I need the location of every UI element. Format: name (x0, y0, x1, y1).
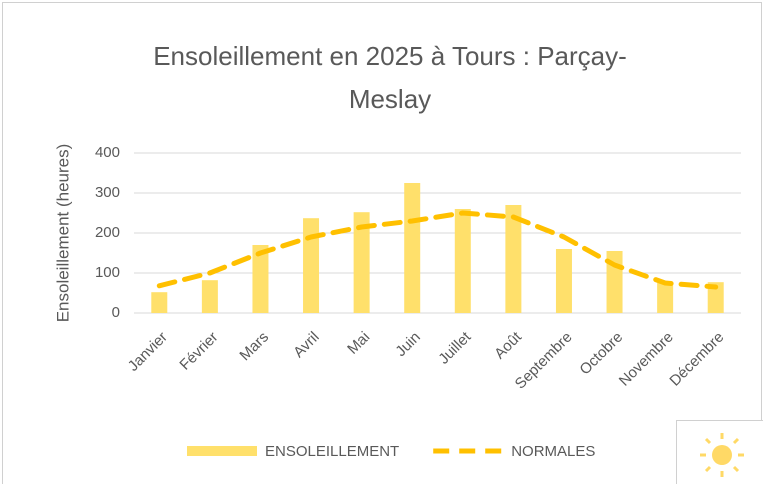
bar (657, 283, 674, 313)
chart-title: Meslay (349, 84, 431, 114)
line (156, 210, 719, 290)
chart-title: Ensoleillement en 2025 à Tours : Parçay- (153, 41, 627, 71)
sun-rays (700, 433, 744, 477)
bar (151, 292, 168, 313)
legend-swatch (187, 446, 257, 456)
bar (404, 183, 421, 313)
sun-icon (712, 445, 732, 465)
y-axis-title: Ensoleillement (heures) (53, 144, 72, 323)
y-tick-label: 0 (112, 304, 120, 321)
bar (505, 205, 522, 313)
legend-label: ENSOLEILLEMENT (265, 443, 399, 460)
legend-label: NORMALES (511, 443, 595, 460)
bar (353, 212, 370, 313)
bar (454, 209, 471, 313)
y-tick-label: 200 (95, 224, 120, 241)
bar (707, 282, 724, 313)
y-tick-label: 300 (95, 184, 120, 201)
y-tick-label: 400 (95, 144, 120, 161)
sun-box (676, 420, 763, 484)
bar (201, 280, 218, 313)
bar (252, 245, 269, 313)
y-tick-label: 100 (95, 264, 120, 281)
bar (555, 249, 572, 313)
bar (303, 218, 320, 313)
